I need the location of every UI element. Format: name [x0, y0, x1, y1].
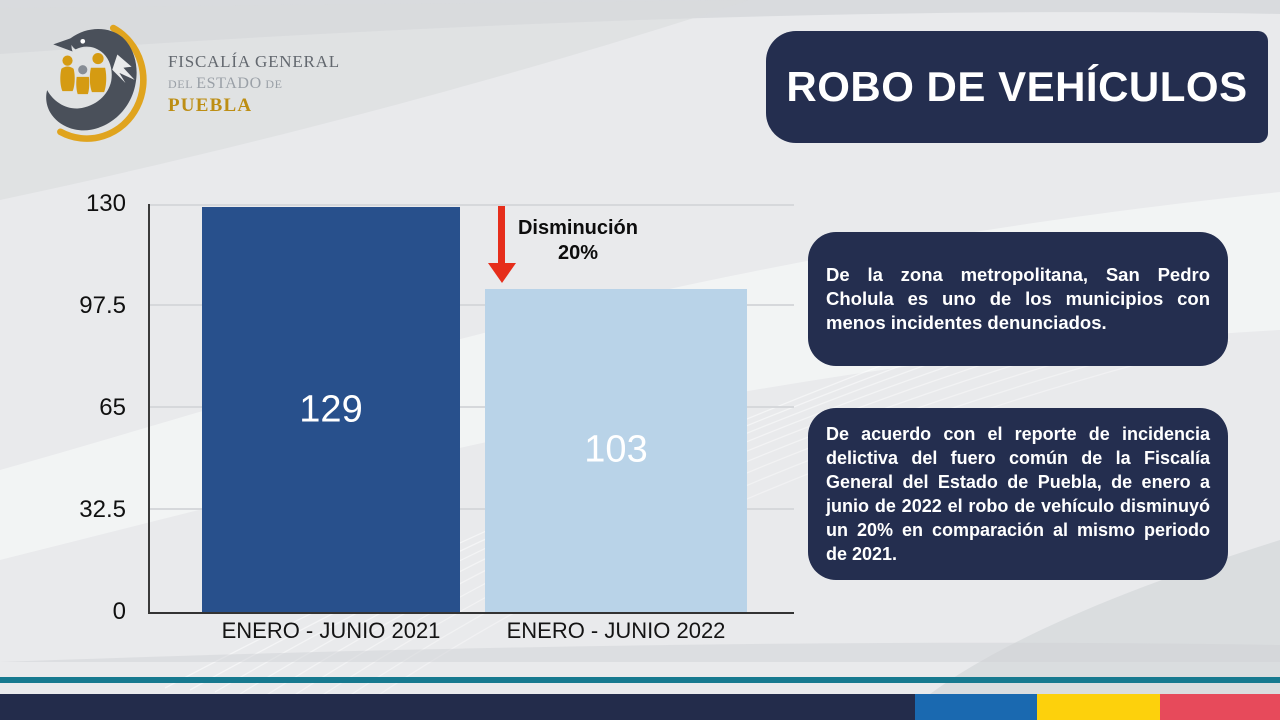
footer-color-block-blue: [915, 694, 1037, 720]
bar-value-2022: 103: [584, 428, 648, 471]
bar-chart: 129 103 Disminución 20% ENERO - JUNIO 20…: [148, 204, 794, 643]
gridline: [150, 508, 794, 510]
bar-slot-2021: 129: [202, 204, 460, 612]
decrease-arrow-icon: [498, 206, 505, 264]
page-title: ROBO DE VEHÍCULOS: [786, 63, 1248, 110]
category-label-2022: ENERO - JUNIO 2022: [506, 618, 726, 643]
y-tick: 130: [85, 190, 126, 217]
bar-slot-2022: 103: [485, 204, 747, 612]
bar-2022: 103: [485, 288, 747, 612]
decrease-annotation: Disminución 20%: [506, 216, 650, 266]
info-box-cholula-text: De la zona metropolitana, San Pedro Chol…: [826, 264, 1210, 333]
y-tick: 65: [99, 394, 126, 421]
gridline: [150, 304, 794, 306]
info-box-reporte: De acuerdo con el reporte de incidencia …: [808, 408, 1228, 580]
logo-org-name: FISCALÍA GENERAL: [168, 52, 340, 71]
gridline: [150, 406, 794, 408]
info-box-cholula: De la zona metropolitana, San Pedro Chol…: [808, 232, 1228, 366]
category-label-2021: ENERO - JUNIO 2021: [221, 618, 441, 643]
info-box-reporte-text: De acuerdo con el reporte de incidencia …: [826, 424, 1210, 564]
footer-bar: [0, 694, 1280, 720]
y-axis-labels: 0 32.5 65 97.5 130: [50, 190, 136, 625]
y-tick: 97.5: [79, 292, 126, 319]
logo-org-sub: DEL ESTADO DE: [168, 75, 283, 92]
decrease-arrow-head: [488, 263, 516, 283]
footer-color-block-red: [1160, 694, 1280, 720]
bar-2021: 129: [202, 207, 460, 612]
logo-text: FISCALÍA GENERAL DEL ESTADO DE PUEBLA: [168, 52, 340, 144]
y-tick: 32.5: [79, 496, 126, 523]
footer-color-block-yellow: [1037, 694, 1160, 720]
decrease-annotation-line1: Disminución: [517, 217, 638, 239]
gridline: [150, 204, 794, 206]
eagle-people-emblem-icon: [46, 24, 147, 142]
fiscalia-logo: FISCALÍA GENERAL DEL ESTADO DE PUEBLA: [40, 24, 340, 144]
footer-accent-line: [0, 677, 1280, 683]
bar-value-2021: 129: [299, 388, 363, 431]
logo-state-name: PUEBLA: [168, 95, 253, 116]
decrease-annotation-line2: 20%: [557, 242, 599, 264]
y-tick: 0: [112, 598, 126, 625]
title-banner: ROBO DE VEHÍCULOS: [766, 31, 1268, 143]
